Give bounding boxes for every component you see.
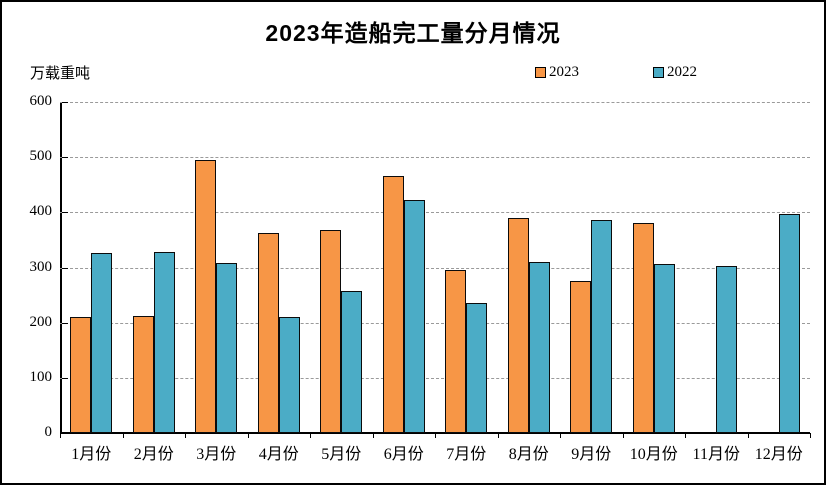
legend-label-2023: 2023 — [549, 64, 579, 80]
x-axis-label-11: 11月份 — [692, 446, 740, 463]
gridline-500 — [60, 157, 810, 159]
legend-item-2022: 2022 — [653, 64, 697, 81]
bar-2023-6月份 — [382, 175, 404, 433]
gridline-100 — [60, 377, 810, 379]
x-axis-tick-4 — [310, 433, 311, 438]
x-axis-label-5: 5月份 — [321, 446, 362, 463]
bar-2023-4月份 — [257, 233, 279, 433]
x-axis-tick-11 — [747, 433, 749, 438]
bar-2023-5月份 — [320, 230, 342, 433]
gridline-400 — [60, 212, 810, 214]
bar-2022-12月份 — [778, 214, 800, 433]
gridline-300 — [60, 267, 810, 269]
x-axis-label-8: 8月份 — [508, 446, 549, 463]
x-axis-tick-3 — [247, 433, 249, 438]
x-axis-tick-7 — [497, 433, 499, 438]
x-axis-tick-10 — [685, 433, 686, 438]
gridline-600 — [60, 102, 810, 103]
bar-2023-2月份 — [132, 316, 154, 433]
y-axis-tick-600 — [62, 102, 68, 103]
plot-area: 0 100 200 300 400 500 600 1月份 2月份 3月份 4月份 5月份 6月份 7月份… — [30, 93, 811, 463]
y-axis-unit-label: 万载重吨 — [30, 65, 91, 82]
x-axis-label-9: 9月份 — [571, 446, 612, 463]
y-tick-label-600: 600 — [29, 93, 53, 109]
y-axis-tick-500 — [62, 157, 68, 159]
x-axis-tick-6 — [435, 433, 436, 438]
y-tick-label-200: 200 — [29, 313, 53, 330]
x-axis-tick-8 — [560, 433, 561, 438]
x-axis-label-3: 3月份 — [196, 446, 237, 463]
x-axis-label-12: 12月份 — [754, 446, 803, 463]
x-axis-label-10: 10月份 — [629, 446, 678, 463]
bar-2022-3月份 — [216, 263, 238, 433]
bar-2023-3月份 — [195, 160, 217, 433]
y-tick-label-500: 500 — [29, 148, 53, 165]
bar-2022-2月份 — [153, 252, 175, 433]
bar-2022-6月份 — [403, 200, 425, 433]
legend-item-2023: 2023 — [535, 64, 579, 81]
y-tick-label-300: 300 — [29, 258, 53, 275]
chart-title: 2023年造船完工量分月情况 — [265, 20, 561, 46]
y-axis-tick-200 — [62, 322, 68, 324]
x-axis-label-6: 6月份 — [383, 446, 424, 463]
x-axis-tick-5 — [372, 433, 374, 438]
y-axis-tick-100 — [62, 377, 68, 379]
x-axis-label-4: 4月份 — [258, 446, 299, 463]
x-axis-tick-12 — [810, 433, 811, 438]
gridline-200 — [60, 322, 810, 324]
y-tick-label-100: 100 — [29, 368, 53, 385]
bar-2023-10月份 — [632, 222, 654, 433]
y-axis-tick-300 — [62, 267, 68, 269]
bar-2022-4月份 — [278, 317, 300, 433]
bar-2023-9月份 — [570, 280, 592, 433]
bar-2023-1月份 — [70, 316, 92, 433]
x-axis-label-2: 2月份 — [133, 446, 174, 463]
bar-2022-1月份 — [91, 253, 113, 433]
legend-swatch-2023 — [535, 67, 546, 78]
bar-2023-7月份 — [445, 269, 467, 433]
chart-legend: 2023 2022 — [535, 64, 697, 81]
bar-2022-10月份 — [653, 264, 675, 433]
legend-label-2022: 2022 — [667, 64, 697, 80]
y-axis-tick-400 — [62, 212, 68, 214]
bar-2022-5月份 — [341, 291, 363, 433]
x-axis-tick-1 — [122, 433, 124, 438]
x-axis-label-7: 7月份 — [446, 446, 487, 463]
y-tick-label-400: 400 — [29, 203, 53, 220]
bar-2022-7月份 — [466, 302, 488, 433]
x-axis-tick-0 — [60, 433, 61, 438]
y-tick-label-0: 0 — [44, 424, 53, 440]
bar-2023-8月份 — [507, 218, 529, 433]
bar-2022-9月份 — [591, 220, 613, 433]
bar-2022-8月份 — [528, 261, 550, 433]
bar-2022-11月份 — [716, 265, 738, 433]
x-axis-tick-9 — [622, 433, 624, 438]
x-axis-label-1: 1月份 — [71, 446, 112, 463]
legend-swatch-2022 — [653, 67, 664, 78]
x-axis-tick-2 — [185, 433, 186, 438]
